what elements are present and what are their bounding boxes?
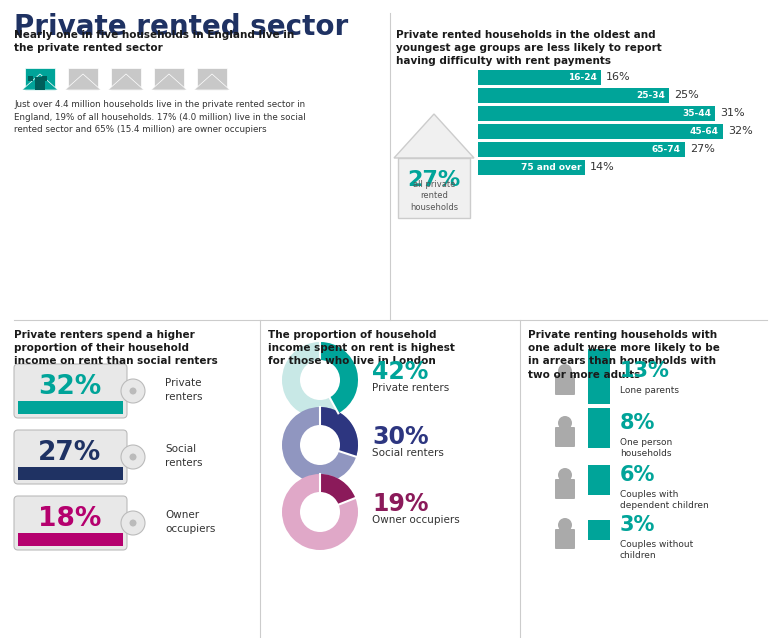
Bar [111, 68, 141, 90]
Text: Owner occupiers: Owner occupiers [372, 515, 460, 525]
Bar [68, 68, 98, 90]
FancyBboxPatch shape [555, 529, 575, 549]
Polygon shape [151, 74, 187, 90]
FancyBboxPatch shape [14, 496, 127, 550]
Bar [28, 76, 33, 81]
Circle shape [558, 468, 572, 482]
Text: 3%: 3% [620, 515, 655, 535]
Polygon shape [194, 74, 230, 90]
Text: Social
renters: Social renters [165, 445, 202, 468]
Text: 27%: 27% [408, 170, 461, 190]
Text: 32%: 32% [728, 126, 753, 137]
Text: 8%: 8% [620, 413, 655, 433]
FancyBboxPatch shape [14, 364, 127, 418]
Polygon shape [22, 74, 58, 90]
Text: Couples without
children: Couples without children [620, 540, 694, 560]
Text: Private renting households with
one adult were more likely to be
in arrears than: Private renting households with one adul… [528, 330, 720, 380]
Bar [478, 70, 601, 85]
Text: 27%: 27% [690, 144, 715, 154]
Bar [154, 68, 184, 90]
Bar [478, 106, 715, 121]
Text: 30%: 30% [372, 425, 429, 449]
FancyBboxPatch shape [555, 427, 575, 447]
Text: Private
renters: Private renters [165, 378, 202, 401]
Wedge shape [282, 407, 358, 483]
Wedge shape [320, 407, 358, 457]
Bar [588, 465, 610, 495]
Circle shape [558, 364, 572, 378]
Text: Private rented sector: Private rented sector [14, 13, 348, 41]
Text: 16-24: 16-24 [568, 73, 597, 82]
Text: 42%: 42% [372, 360, 428, 384]
Text: Private renters spend a higher
proportion of their household
income on rent than: Private renters spend a higher proportio… [14, 330, 218, 366]
Text: 35-44: 35-44 [683, 109, 711, 118]
FancyBboxPatch shape [555, 375, 575, 395]
Text: 16%: 16% [605, 73, 630, 82]
Text: 19%: 19% [372, 492, 429, 516]
Text: Private renters: Private renters [372, 383, 449, 393]
Circle shape [300, 425, 340, 465]
Polygon shape [108, 74, 144, 90]
Wedge shape [282, 342, 358, 418]
FancyBboxPatch shape [555, 479, 575, 499]
Bar [42, 76, 47, 81]
Wedge shape [320, 342, 358, 413]
Text: 25-34: 25-34 [637, 91, 665, 100]
Bar [588, 520, 610, 540]
Polygon shape [65, 74, 101, 90]
Text: 32%: 32% [38, 374, 102, 400]
Circle shape [121, 379, 145, 403]
Circle shape [558, 518, 572, 532]
Bar [197, 68, 227, 90]
Text: Private rented households in the oldest and
youngest age groups are less likely : Private rented households in the oldest … [396, 30, 662, 66]
Circle shape [121, 445, 145, 469]
Bar [35, 77, 45, 90]
Bar [25, 68, 55, 90]
Circle shape [300, 360, 340, 400]
Circle shape [300, 492, 340, 532]
Text: Social renters: Social renters [372, 448, 444, 458]
Text: 31%: 31% [720, 108, 745, 119]
Text: 14%: 14% [590, 163, 615, 172]
Bar [18, 401, 123, 414]
Circle shape [130, 454, 137, 461]
Circle shape [130, 387, 137, 394]
Text: 27%: 27% [38, 440, 102, 466]
Text: 45-64: 45-64 [690, 127, 719, 136]
Text: 6%: 6% [620, 465, 655, 485]
Bar [478, 124, 723, 139]
FancyBboxPatch shape [14, 430, 127, 484]
Bar [18, 533, 123, 546]
Bar [478, 142, 685, 157]
Wedge shape [282, 474, 358, 550]
Text: Just over 4.4 million households live in the private rented sector in
England, 1: Just over 4.4 million households live in… [14, 100, 305, 134]
Bar [588, 348, 610, 403]
Bar [588, 408, 610, 448]
Circle shape [130, 519, 137, 526]
Text: all private
rented
households: all private rented households [410, 181, 458, 212]
Wedge shape [320, 474, 355, 512]
Bar [398, 158, 470, 218]
Bar [478, 160, 585, 175]
Text: 18%: 18% [38, 506, 102, 532]
Text: Owner
occupiers: Owner occupiers [165, 510, 216, 533]
Text: One person
households: One person households [620, 438, 672, 458]
Circle shape [558, 416, 572, 430]
Text: 65-74: 65-74 [651, 145, 681, 154]
Text: The proportion of household
income spent on rent is highest
for those who live i: The proportion of household income spent… [268, 330, 455, 366]
Text: 25%: 25% [675, 91, 699, 101]
Bar [478, 88, 669, 103]
Text: 75 and over: 75 and over [521, 163, 581, 172]
Polygon shape [394, 114, 474, 158]
Bar [18, 467, 123, 480]
Text: Lone parents: Lone parents [620, 386, 679, 395]
Text: 13%: 13% [620, 361, 670, 381]
Circle shape [121, 511, 145, 535]
Text: Couples with
dependent children: Couples with dependent children [620, 490, 708, 510]
Text: Nearly one in five households in England live in
the private rented sector: Nearly one in five households in England… [14, 30, 294, 53]
